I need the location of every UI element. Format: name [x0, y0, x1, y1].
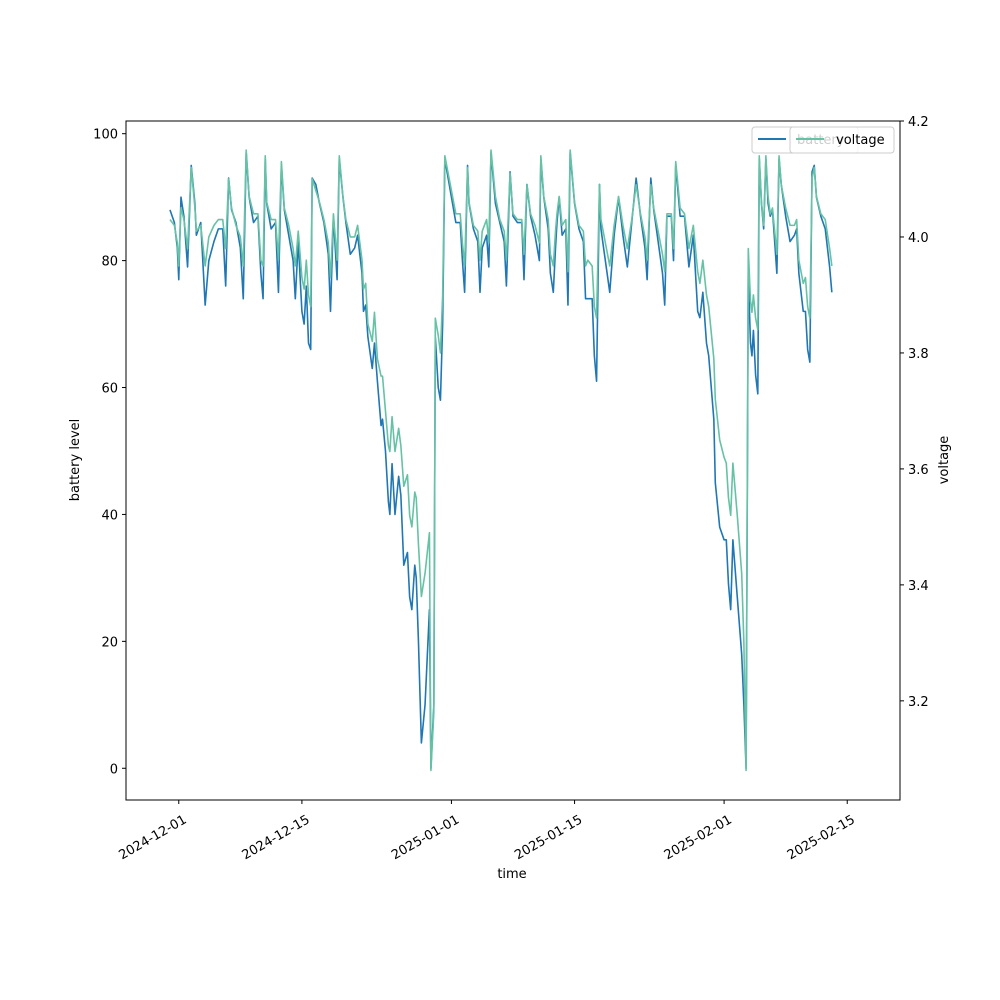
- y-right-tick-label: 3.8: [908, 347, 929, 362]
- y-left-tick-label: 20: [101, 635, 118, 650]
- legend-box-voltage: [789, 126, 895, 154]
- plot-area: [169, 149, 833, 772]
- series-line-voltage: [169, 149, 833, 772]
- y-axis-right: 3.2 3.4 3.6 3.8 4.0 4.2: [900, 115, 929, 710]
- y-right-tick-label: 4.2: [908, 115, 929, 130]
- legend-label-voltage: voltage: [836, 133, 885, 148]
- y-axis-right-title: voltage: [937, 436, 952, 485]
- y-right-tick-label: 3.6: [908, 463, 929, 478]
- y-left-tick-label: 40: [101, 508, 118, 523]
- x-axis-title: time: [497, 867, 526, 882]
- y-right-tick-label: 4.0: [908, 231, 929, 246]
- y-axis-left: 0 20 40 60 80 100: [93, 128, 126, 777]
- y-left-tick-label: 60: [101, 382, 118, 397]
- y-right-tick-label: 3.2: [908, 695, 929, 710]
- legend: battery voltage: [751, 126, 895, 154]
- y-left-tick-label: 100: [93, 128, 118, 143]
- y-left-tick-label: 0: [110, 762, 118, 777]
- y-right-tick-label: 3.4: [908, 579, 929, 594]
- series-line-battery: [169, 151, 833, 770]
- y-axis-left-title: battery level: [68, 419, 83, 502]
- y-left-tick-label: 80: [101, 255, 118, 270]
- plot-frame: [125, 120, 901, 801]
